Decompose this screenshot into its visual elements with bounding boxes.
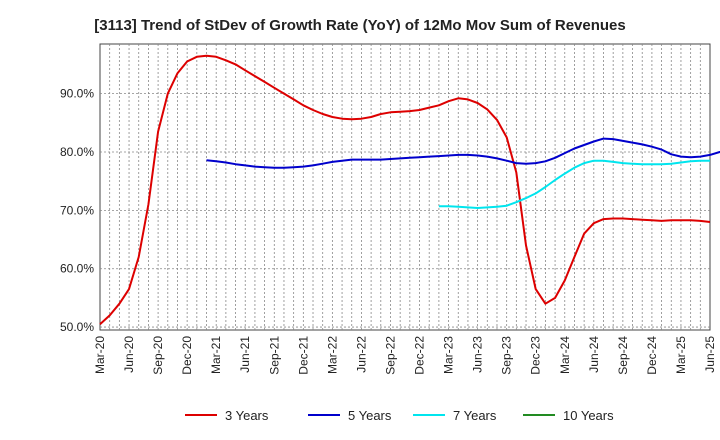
legend-label: 5 Years <box>348 408 392 423</box>
x-tick-label: Sep-23 <box>500 336 514 375</box>
x-tick-label: Mar-23 <box>442 336 456 374</box>
x-tick-label: Mar-22 <box>325 336 339 374</box>
legend: 3 Years 5 Years 7 Years 10 Years <box>185 408 614 423</box>
y-tick-label: 50.0% <box>60 320 94 334</box>
x-tick-label: Jun-22 <box>354 336 368 373</box>
plot-area <box>99 43 711 331</box>
legend-label: 3 Years <box>225 408 269 423</box>
series-line-7-years <box>438 159 710 209</box>
x-tick-label: Dec-24 <box>645 336 659 375</box>
chart-title: [3113] Trend of StDev of Growth Rate (Yo… <box>94 17 625 34</box>
x-tick-label: Sep-22 <box>383 336 397 375</box>
x-tick-label: Jun-24 <box>587 336 601 373</box>
x-tick-label: Jun-21 <box>238 336 252 373</box>
x-tick-label: Dec-21 <box>296 336 310 375</box>
series-line-3-years <box>99 54 711 325</box>
x-tick-label: Mar-21 <box>209 336 223 374</box>
x-tick-label: Mar-25 <box>674 336 688 374</box>
y-axis-tick-labels: 50.0% 60.0% 70.0% 80.0% 90.0% <box>60 87 94 334</box>
y-gridlines <box>100 93 710 328</box>
y-tick-label: 70.0% <box>60 203 94 217</box>
x-tick-label: Jun-20 <box>122 336 136 373</box>
x-tick-label: Dec-22 <box>413 336 427 375</box>
x-tick-label: Mar-24 <box>558 336 572 374</box>
legend-label: 7 Years <box>453 408 497 423</box>
y-tick-label: 60.0% <box>60 262 94 276</box>
series-lines <box>99 54 720 325</box>
x-tick-label: Jun-23 <box>471 336 485 373</box>
x-tick-label: Sep-24 <box>616 336 630 375</box>
y-tick-label: 90.0% <box>60 87 94 101</box>
series-line-5-years <box>206 137 720 169</box>
x-axis-tick-labels: Mar-20 Jun-20 Sep-20 Dec-20 Mar-21 Jun-21 Sep-… <box>93 336 717 375</box>
y-tick-label: 80.0% <box>60 145 94 159</box>
x-tick-label: Sep-21 <box>267 336 281 375</box>
x-tick-label: Dec-20 <box>180 336 194 375</box>
x-tick-label: Mar-20 <box>93 336 107 374</box>
x-tick-label: Jun-25 <box>703 336 717 373</box>
legend-label: 10 Years <box>563 408 614 423</box>
x-tick-label: Dec-23 <box>529 336 543 375</box>
x-tick-label: Sep-20 <box>151 336 165 375</box>
